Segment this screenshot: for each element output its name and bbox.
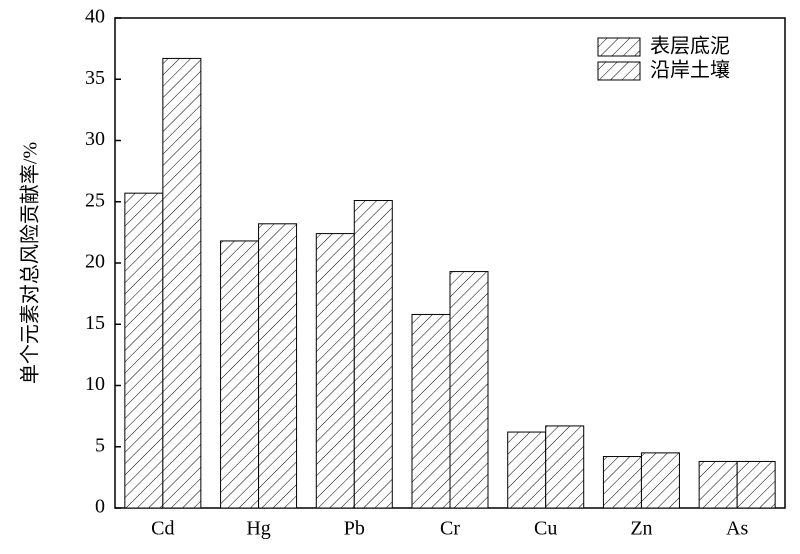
x-tick-label: Hg [246, 518, 270, 540]
bar [449, 271, 489, 509]
y-tick-label: 10 [85, 373, 105, 395]
legend-label: 沿岸土壤 [650, 59, 730, 82]
bar [545, 425, 585, 509]
legend-label: 表层底泥 [650, 35, 730, 58]
y-tick-label: 15 [85, 312, 105, 334]
x-tick-label: Zn [630, 518, 652, 540]
legend-swatch [597, 37, 641, 57]
y-tick-label: 5 [95, 434, 105, 456]
bar [162, 57, 202, 509]
x-tick-label: Cr [440, 518, 460, 540]
y-tick-label: 30 [85, 128, 105, 150]
y-tick-label: 35 [85, 67, 105, 89]
legend-swatch [597, 61, 641, 81]
bar [640, 452, 680, 509]
bar [507, 431, 547, 509]
bar [220, 240, 260, 509]
bar [411, 313, 451, 509]
bar [258, 223, 298, 509]
bar [353, 200, 393, 509]
y-tick-label: 0 [95, 496, 105, 518]
x-tick-label: Pb [344, 518, 365, 540]
y-axis-label: 单个元素对总风险贡献率/% [19, 142, 42, 384]
x-tick-label: Cu [534, 518, 557, 540]
y-tick-label: 40 [85, 6, 105, 28]
x-tick-label: As [726, 518, 748, 540]
x-tick-label: Cd [151, 518, 174, 540]
y-tick-label: 25 [85, 189, 105, 211]
bar [602, 456, 642, 509]
bar [736, 460, 776, 509]
bar [698, 460, 738, 509]
bar [124, 192, 164, 509]
bar [315, 233, 355, 509]
y-tick-label: 20 [85, 251, 105, 273]
